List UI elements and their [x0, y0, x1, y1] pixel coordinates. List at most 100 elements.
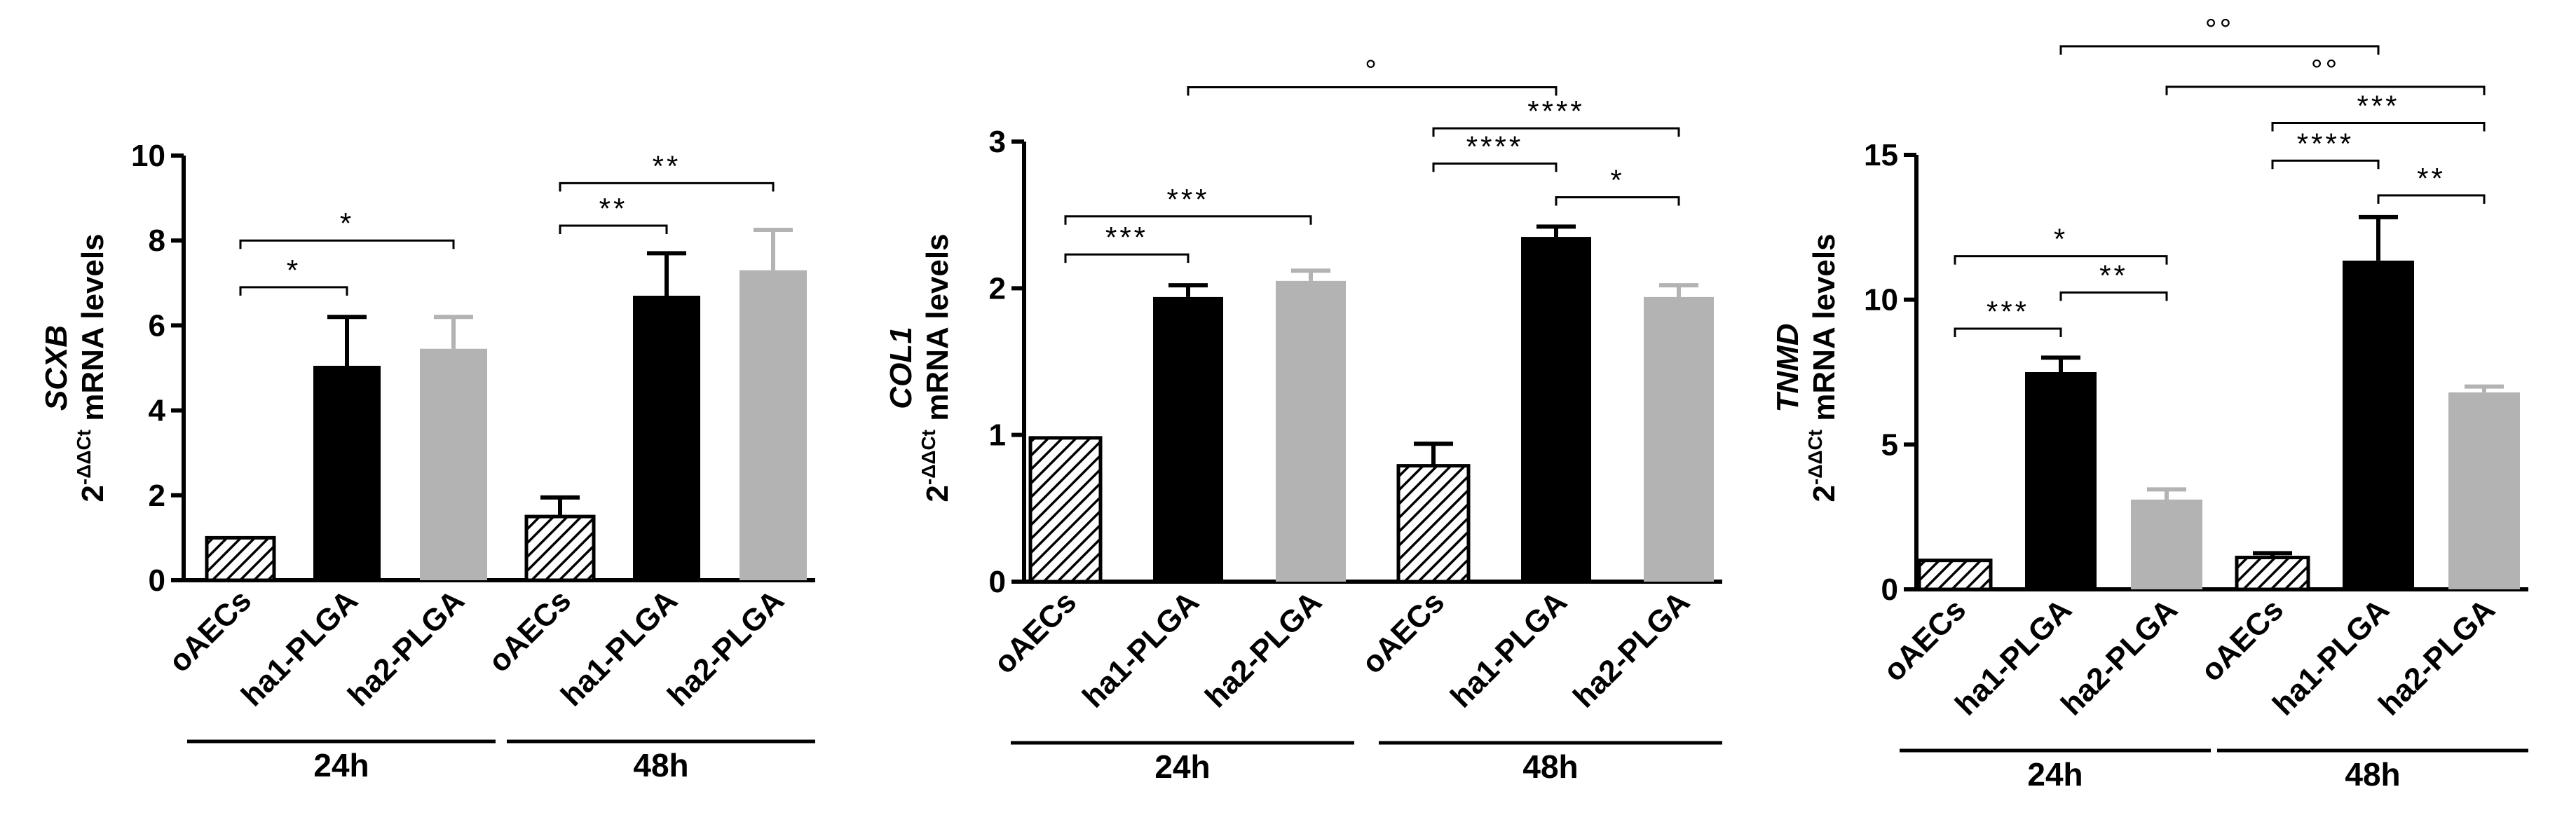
significance-label: **	[653, 149, 681, 182]
significance-label: *	[2054, 223, 2068, 256]
bar-oaecs-48h	[524, 514, 596, 582]
y-tick-label: 5	[1881, 427, 1898, 462]
significance-label: ***	[1986, 295, 2029, 328]
y-tick-label: 6	[149, 308, 165, 343]
bar-ha2-plga-24h	[1276, 280, 1346, 582]
significance-label: ****	[1466, 130, 1523, 163]
y-tick-label: 2	[149, 479, 165, 513]
x-tick-label: ha2-PLGA	[1567, 584, 1696, 714]
bar-oaecs-48h	[1396, 464, 1471, 584]
bar-oaecs-24h	[1028, 436, 1103, 584]
error-bar	[2465, 384, 2504, 392]
significance-bracket	[2059, 291, 2168, 301]
significance-label: **	[2417, 162, 2446, 195]
error-bar	[540, 495, 580, 517]
group-label: 48h	[1522, 748, 1578, 785]
significance-bracket	[2271, 159, 2380, 170]
significance-bracket	[239, 239, 455, 249]
bar-oaecs-24h	[205, 535, 276, 582]
y-axis-label: 2-ΔΔCt mRNA levels	[73, 233, 110, 502]
y-tick-label: 0	[1881, 573, 1898, 607]
bar-oaecs-24h	[1917, 559, 1993, 591]
y-axis-label: 2-ΔΔCt mRNA levels	[918, 233, 955, 502]
y-tick-label: 4	[149, 394, 166, 428]
significance-label: *	[1610, 164, 1624, 197]
error-bar	[1536, 224, 1576, 238]
significance-label: ***	[1105, 221, 1148, 254]
significance-label: *	[340, 207, 354, 240]
bar-ha1-plga-48h	[633, 295, 700, 580]
significance-bracket	[239, 286, 348, 296]
x-tick-label: ha2-PLGA	[2372, 592, 2502, 722]
error-bar	[2147, 487, 2186, 500]
significance-label: ***	[1166, 183, 1209, 216]
significance-bracket	[2377, 194, 2486, 204]
bar-ha2-plga-48h	[740, 270, 807, 580]
y-axis-label: 2-ΔΔCt mRNA levels	[1804, 233, 1841, 502]
significance-label: °°	[2205, 13, 2235, 46]
significance-bracket	[2271, 122, 2486, 132]
x-tick-label: oAECs	[162, 583, 258, 679]
x-tick-label: ha2-PLGA	[2054, 592, 2184, 722]
significance-bracket	[1432, 127, 1680, 137]
significance-bracket	[559, 182, 775, 192]
significance-bracket	[1432, 162, 1558, 172]
bar-ha1-plga-48h	[2343, 260, 2414, 589]
x-tick-label: oAECs	[1355, 584, 1451, 680]
bar-ha2-plga-24h	[420, 348, 487, 580]
y-tick-label: 2	[989, 271, 1006, 306]
bar-ha2-plga-24h	[2131, 499, 2202, 589]
significance-label: **	[2099, 259, 2128, 292]
significance-bracket	[1064, 253, 1190, 263]
y-tick-label: 15	[1864, 138, 1898, 172]
y-axis-gene-label: SCXB	[39, 325, 74, 411]
x-tick-label: ha2-PLGA	[1199, 584, 1328, 714]
x-tick-label: ha1-PLGA	[554, 583, 684, 713]
significance-bracket	[1954, 327, 2062, 337]
significance-label: ****	[2297, 127, 2354, 160]
error-bar	[2041, 355, 2080, 372]
bar-ha1-plga-24h	[2025, 372, 2097, 589]
group-label: 24h	[313, 747, 369, 783]
error-bar	[2359, 214, 2398, 261]
bar-oaecs-48h	[2235, 556, 2310, 591]
x-tick-label: ha2-PLGA	[341, 583, 471, 713]
significance-bracket	[1064, 215, 1312, 225]
y-tick-label: 1	[989, 418, 1006, 453]
bar-ha2-plga-48h	[1644, 296, 1714, 582]
y-tick-label: 10	[1864, 283, 1898, 317]
group-label: 24h	[1154, 748, 1210, 785]
group-label: 24h	[2027, 756, 2083, 793]
x-tick-label: ha1-PLGA	[1076, 584, 1206, 714]
significance-label: ***	[2357, 90, 2399, 123]
significance-label: **	[599, 192, 628, 225]
significance-bracket	[2059, 45, 2380, 55]
bar-ha2-plga-48h	[2448, 392, 2520, 589]
y-tick-label: 0	[989, 565, 1006, 599]
error-bar	[1414, 441, 1453, 466]
y-tick-label: 10	[131, 139, 165, 173]
group-label: 48h	[2345, 756, 2400, 793]
significance-bracket	[1954, 255, 2168, 265]
significance-label: °	[1365, 54, 1379, 87]
bar-ha1-plga-24h	[313, 365, 381, 580]
significance-label: ****	[1527, 95, 1584, 128]
y-tick-label: 8	[149, 224, 165, 258]
significance-bracket	[1555, 196, 1680, 206]
error-bar	[2253, 551, 2292, 558]
error-bar	[327, 315, 367, 366]
bar-ha1-plga-48h	[1521, 237, 1591, 582]
x-tick-label: oAECs	[2194, 592, 2290, 688]
bar-ha1-plga-24h	[1153, 296, 1223, 582]
significance-bracket	[1187, 86, 1558, 96]
significance-label: *	[287, 254, 301, 287]
y-tick-label: 3	[989, 125, 1006, 159]
y-axis-gene-label: COL1	[884, 327, 918, 409]
x-tick-label: ha1-PLGA	[1444, 584, 1574, 714]
error-bar	[1659, 283, 1698, 297]
